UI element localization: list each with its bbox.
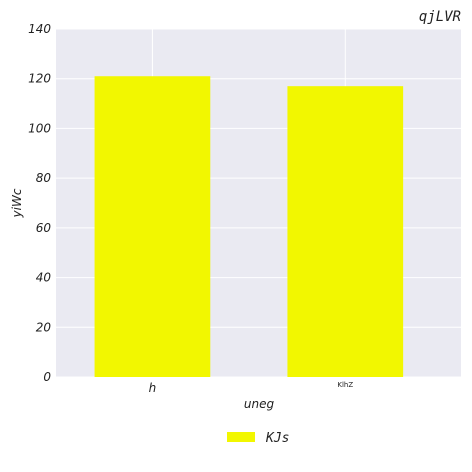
x-tick-label: KlhZ [337, 381, 353, 389]
x-tick-label: h [149, 381, 157, 395]
bars [94, 76, 404, 378]
y-tick-label: 0 [43, 370, 51, 384]
bar-KlhZ [287, 86, 404, 378]
x-axis-ticks: h KlhZ [149, 381, 354, 395]
chart-title: qjLVR [419, 9, 461, 25]
legend-swatch [227, 432, 255, 442]
y-tick-label: 40 [36, 271, 52, 285]
y-axis-ticks: 0 20 40 60 80 100 120 140 [28, 22, 51, 384]
y-tick-label: 120 [28, 72, 51, 86]
y-tick-label: 20 [36, 320, 52, 334]
legend-label: KJs [265, 431, 289, 446]
y-axis-label: yiWc [10, 188, 24, 218]
y-tick-label: 100 [28, 121, 51, 135]
y-tick-label: 60 [36, 221, 52, 235]
bar-h [94, 76, 211, 377]
legend: KJs [227, 431, 289, 446]
x-axis-label: uneg [244, 397, 275, 411]
y-tick-label: 140 [28, 22, 51, 36]
y-tick-label: 80 [36, 171, 52, 185]
